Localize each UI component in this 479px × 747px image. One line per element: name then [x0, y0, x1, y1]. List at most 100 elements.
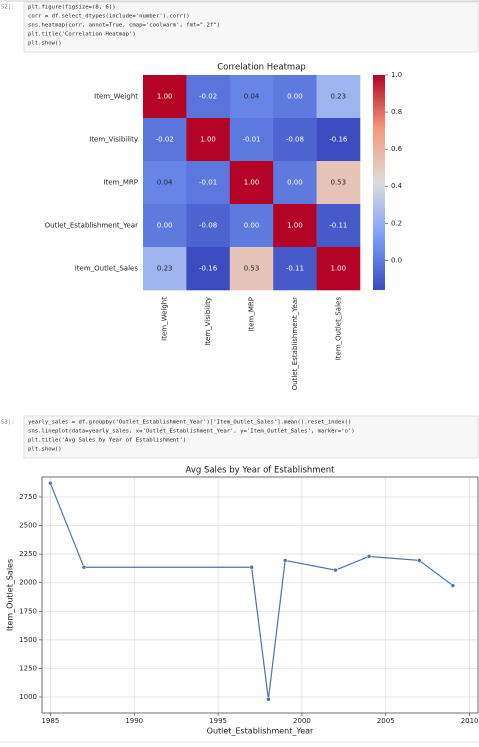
x-tick-label: 1985	[41, 717, 59, 725]
heatmap-cell	[316, 118, 361, 162]
x-tick-label: Item_MRP	[248, 297, 256, 332]
cell-label: 0.00	[157, 222, 173, 230]
x-tick-label: Item_Outlet_Sales	[334, 297, 342, 361]
cell-label: -0.16	[329, 136, 348, 144]
code-line: corr = df.select_dtypes(include='number'…	[28, 14, 190, 20]
line-marker	[366, 554, 372, 559]
code-line: plt.show()	[28, 447, 62, 453]
code-line: plt.title('Avg Sales by Year of Establis…	[28, 438, 186, 444]
cell-label: 0.04	[244, 93, 260, 101]
line-marker	[450, 583, 456, 588]
cell-label: 1.00	[157, 93, 173, 101]
y-tick-label: 2500	[19, 522, 37, 530]
cell-label: 0.00	[287, 93, 303, 101]
colorbar-tick-label: 0.4	[391, 182, 403, 190]
heatmap-cell	[229, 204, 274, 248]
y-tick-label: Outlet_Establishment_Year	[45, 222, 138, 230]
cell-prompt: 52]:	[1, 5, 14, 11]
heatmap-cell	[143, 75, 187, 119]
cell-label: 0.23	[157, 265, 173, 273]
cell-label: -0.01	[199, 179, 217, 187]
code-box	[23, 415, 479, 459]
heatmap-cell	[273, 75, 317, 119]
line-marker	[282, 558, 288, 563]
heatmap-cell	[316, 75, 361, 119]
heatmap-cell	[143, 247, 187, 291]
heatmap-cell	[186, 204, 231, 248]
cell-label: 0.00	[244, 222, 260, 230]
y-tick-label: 1000	[19, 693, 37, 701]
x-tick-label: 1995	[209, 717, 227, 725]
heatmap-cell	[229, 247, 274, 291]
x-tick-label: 2000	[293, 717, 311, 725]
heatmap-cell	[143, 118, 187, 162]
y-tick-label: 2000	[19, 579, 37, 587]
y-tick-label: Item_MRP	[103, 179, 138, 187]
heatmap-cell	[186, 161, 231, 205]
cell-label: 1.00	[331, 265, 347, 273]
x-tick-label: 2010	[461, 717, 479, 725]
code-line: sns.heatmap(corr, annot=True, cmap='cool…	[28, 23, 220, 29]
y-tick-label: 1500	[19, 636, 37, 644]
y-tick-label: Item_Weight	[94, 93, 138, 101]
x-tick-label: Outlet_Establishment_Year	[291, 297, 299, 390]
colorbar	[373, 75, 385, 290]
cell-label: -0.11	[329, 222, 347, 230]
cell-label: -0.08	[199, 222, 217, 230]
colorbar-tick-label: 0.2	[391, 219, 402, 227]
line-series	[49, 483, 454, 700]
heatmap-cell	[186, 247, 231, 291]
y-tick-label: 2750	[19, 493, 37, 501]
x-axis-label: Outlet_Establishment_Year	[207, 727, 314, 736]
code-line: sns.lineplot(data=yearly_sales, x='Outle…	[28, 429, 355, 435]
code-line: plt.figure(figsize=(8, 6))	[28, 5, 116, 11]
line-marker	[333, 567, 338, 573]
colorbar-tick-label: 0.0	[391, 256, 402, 264]
colorbar-tick-label: 0.6	[391, 145, 403, 153]
heatmap-cell	[143, 204, 187, 248]
cell-prompt: 53]:	[1, 420, 14, 426]
colorbar-tick-label: 0.8	[391, 108, 402, 116]
cell-label: 0.00	[287, 179, 303, 187]
cell-label: 1.00	[244, 179, 260, 187]
heatmap-cell	[229, 161, 274, 205]
x-tick-label: 2005	[377, 717, 395, 725]
cell-label: -0.08	[286, 136, 304, 144]
y-tick-label: 1750	[19, 607, 37, 615]
line-marker	[249, 565, 254, 570]
cell-label: -0.02	[156, 136, 174, 144]
cell-label: 0.04	[157, 179, 173, 187]
chart-title: Correlation Heatmap	[217, 63, 306, 73]
heatmap-cell	[273, 247, 317, 291]
y-axis-label: Item_Outlet_Sales	[6, 559, 15, 631]
heatmap-cell	[186, 118, 231, 162]
heatmap-cell	[316, 247, 361, 291]
line-marker	[417, 558, 422, 563]
heatmap-cell	[273, 161, 317, 205]
colorbar-tick-label: 1.0	[391, 71, 402, 79]
plot-frame	[41, 476, 479, 714]
cell-label: -0.02	[199, 93, 217, 101]
heatmap-cell	[273, 204, 317, 248]
y-tick-label: Item_Visibility	[89, 136, 138, 144]
code-line: plt.title('Correlation Heatmap')	[28, 32, 136, 38]
cell-label: 1.00	[200, 136, 216, 144]
heatmap-cell	[229, 118, 274, 162]
chart-title: Avg Sales by Year of Establishment	[186, 466, 336, 476]
y-tick-label: 1250	[19, 664, 37, 672]
heatmap-cell	[229, 75, 274, 119]
y-tick-label: 2250	[19, 550, 37, 558]
x-tick-label: 1990	[125, 717, 143, 725]
cell-label: 0.23	[331, 93, 347, 101]
x-tick-label: Item_Weight	[161, 297, 169, 341]
heatmap-cell	[186, 75, 231, 119]
y-tick-label: Item_Outlet_Sales	[75, 265, 139, 273]
code-box	[23, 1, 479, 53]
heatmap-cell	[316, 204, 361, 248]
cell-label: -0.16	[199, 265, 218, 273]
code-line: yearly_sales = df.groupby('Outlet_Establ…	[28, 420, 351, 426]
line-marker	[266, 697, 271, 702]
cell-label: 0.53	[331, 179, 347, 187]
